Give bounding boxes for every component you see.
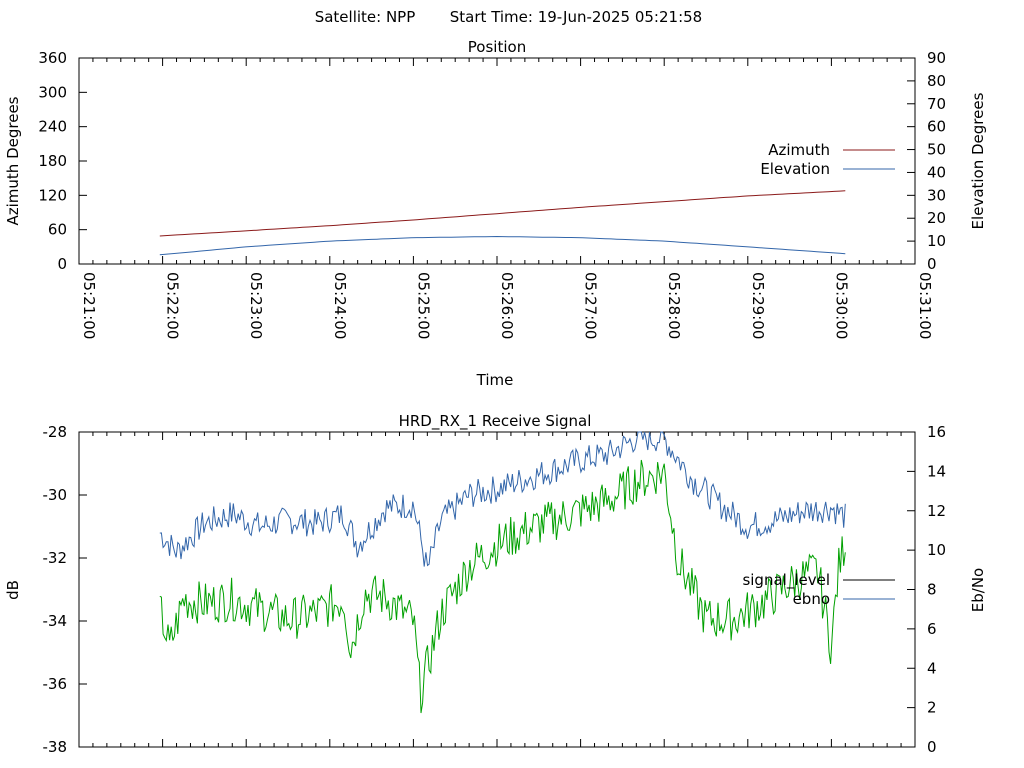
left-tick-label: -38 <box>43 738 68 756</box>
satellite-label: Satellite: NPP <box>315 8 416 26</box>
ebno-axis-label: Eb/No <box>969 568 987 612</box>
x-tick-label: 05:25:00 <box>414 272 432 339</box>
left-tick-label: 0 <box>57 255 67 273</box>
x-tick-label: 05:28:00 <box>665 272 683 339</box>
right-tick-label: 70 <box>927 95 946 113</box>
left-tick-label: 180 <box>38 152 67 170</box>
position-series-group <box>159 190 846 256</box>
right-tick-label: 0 <box>927 255 937 273</box>
position-axes: 0 60 120 180 240 300 360 0 10 20 30 40 50 60 70 80 90 05:… <box>38 49 946 339</box>
signal-chart-title: HRD_RX_1 Receive Signal <box>399 412 592 431</box>
right-tick-label: 12 <box>927 502 946 520</box>
right-tick-label: 30 <box>927 186 946 204</box>
left-tick-label: 240 <box>38 118 67 136</box>
legend-label: ebno <box>793 590 830 608</box>
legend-label: signal_level <box>742 571 830 590</box>
series-line-elevation <box>159 235 846 256</box>
legend-label: Azimuth <box>768 141 830 159</box>
position-chart-title: Position <box>468 38 526 56</box>
right-tick-label: 4 <box>927 659 937 677</box>
legend-label: Elevation <box>760 160 830 178</box>
left-tick-label: -30 <box>43 486 68 504</box>
right-tick-label: 6 <box>927 620 937 638</box>
left-tick-label: -32 <box>43 549 68 567</box>
x-tick-label: 05:29:00 <box>749 272 767 339</box>
signal-series-group <box>159 431 846 714</box>
right-tick-label: 90 <box>927 49 946 67</box>
x-tick-label: 05:24:00 <box>331 272 349 339</box>
x-tick-label: 05:27:00 <box>582 272 600 339</box>
elevation-axis-label: Elevation Degrees <box>969 92 987 229</box>
x-tick-label: 05:30:00 <box>832 272 850 339</box>
right-tick-label: 10 <box>927 232 946 250</box>
time-axis-label: Time <box>476 371 514 389</box>
db-axis-label: dB <box>4 580 22 600</box>
right-tick-label: 20 <box>927 209 946 227</box>
left-tick-label: -34 <box>43 612 68 630</box>
series-line-azimuth <box>159 190 846 237</box>
x-tick-label: 05:31:00 <box>916 272 934 339</box>
right-tick-label: 40 <box>927 163 946 181</box>
left-tick-label: 300 <box>38 83 67 101</box>
right-tick-label: 50 <box>927 141 946 159</box>
right-tick-label: 0 <box>927 738 937 756</box>
x-tick-label: 05:21:00 <box>80 272 98 339</box>
right-tick-label: 80 <box>927 72 946 90</box>
right-tick-label: 2 <box>927 699 937 717</box>
signal-chart: HRD_RX_1 Receive Signal -38-36-34-32-30-… <box>4 412 987 756</box>
right-tick-label: 14 <box>927 462 946 480</box>
series-line-ebno <box>159 459 846 714</box>
left-tick-label: -36 <box>43 675 68 693</box>
start-time-label: Start Time: 19-Jun-2025 05:21:58 <box>450 8 702 26</box>
right-tick-label: 8 <box>927 581 937 599</box>
right-tick-label: 16 <box>927 423 946 441</box>
left-tick-label: 360 <box>38 49 67 67</box>
signal-axes: -38 -36 -34 -32 -30 -28 0 2 4 6 8 10 12 14 16 <box>43 423 947 756</box>
x-tick-label: 05:23:00 <box>247 272 265 339</box>
position-chart: Position 0 60 120 180 240 300 360 0 10 20 30 40 50 60… <box>4 38 987 389</box>
right-tick-label: 10 <box>927 541 946 559</box>
left-tick-label: 60 <box>48 221 67 239</box>
x-tick-label: 05:26:00 <box>498 272 516 339</box>
x-tick-label: 05:22:00 <box>164 272 182 339</box>
right-tick-label: 60 <box>927 118 946 136</box>
left-tick-label: 120 <box>38 186 67 204</box>
series-line-signal-level <box>159 431 846 567</box>
azimuth-axis-label: Azimuth Degrees <box>4 96 22 225</box>
left-tick-label: -28 <box>43 423 68 441</box>
